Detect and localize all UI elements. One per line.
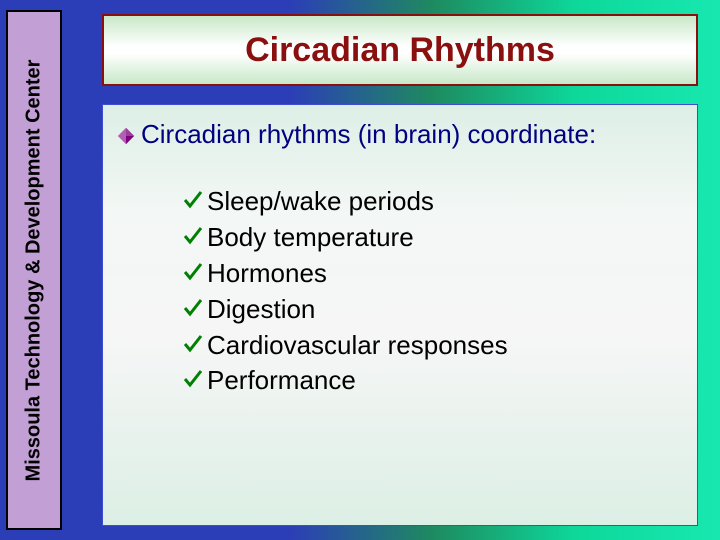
sidebar-label-box: Missoula Technology & Development Center bbox=[6, 10, 62, 530]
main-bullet-text: Circadian rhythms (in brain) coordinate: bbox=[141, 119, 596, 150]
check-icon bbox=[183, 334, 203, 354]
slide-container: Missoula Technology & Development Center… bbox=[0, 0, 720, 540]
main-bullet-row: Circadian rhythms (in brain) coordinate: bbox=[117, 119, 679, 150]
list-item: Digestion bbox=[183, 292, 679, 328]
diamond-bullet-icon bbox=[117, 127, 135, 145]
sub-item-text: Hormones bbox=[207, 256, 327, 292]
sub-item-text: Body temperature bbox=[207, 220, 414, 256]
check-icon bbox=[183, 262, 203, 282]
list-item: Cardiovascular responses bbox=[183, 328, 679, 364]
sub-item-text: Digestion bbox=[207, 292, 315, 328]
check-icon bbox=[183, 298, 203, 318]
list-item: Body temperature bbox=[183, 220, 679, 256]
slide-title: Circadian Rhythms bbox=[245, 31, 555, 70]
title-box: Circadian Rhythms bbox=[102, 14, 698, 86]
check-icon bbox=[183, 190, 203, 210]
sub-bullet-list: Sleep/wake periods Body temperature Horm… bbox=[183, 184, 679, 399]
sub-item-text: Cardiovascular responses bbox=[207, 328, 508, 364]
sub-item-text: Performance bbox=[207, 363, 356, 399]
sidebar-label-text: Missoula Technology & Development Center bbox=[23, 59, 46, 481]
list-item: Performance bbox=[183, 363, 679, 399]
check-icon bbox=[183, 369, 203, 389]
body-box: Circadian rhythms (in brain) coordinate:… bbox=[102, 104, 698, 526]
list-item: Hormones bbox=[183, 256, 679, 292]
content-area: Circadian Rhythms Circadian rhythms (in … bbox=[62, 0, 720, 540]
sub-item-text: Sleep/wake periods bbox=[207, 184, 434, 220]
check-icon bbox=[183, 226, 203, 246]
list-item: Sleep/wake periods bbox=[183, 184, 679, 220]
